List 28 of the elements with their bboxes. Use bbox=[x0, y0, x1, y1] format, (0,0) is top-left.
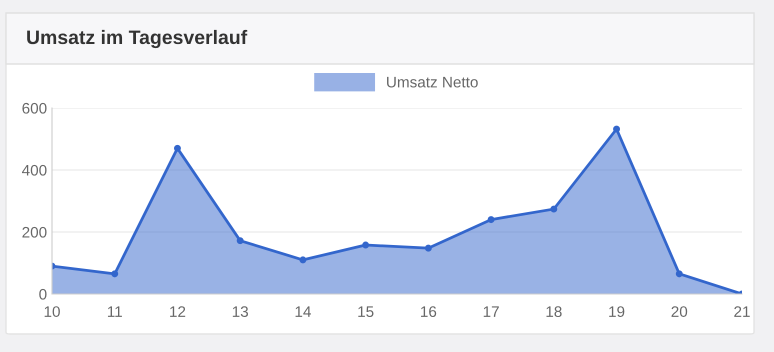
point bbox=[236, 237, 244, 244]
x-tick-label: 19 bbox=[609, 306, 624, 318]
x-tick-label: 20 bbox=[672, 306, 688, 318]
x-tick-label: 10 bbox=[44, 306, 60, 318]
legend-label: Umsatz Netto bbox=[387, 76, 478, 88]
x-tick-label: 13 bbox=[232, 306, 248, 318]
point bbox=[613, 126, 620, 133]
x-tick-label: 18 bbox=[546, 306, 562, 318]
chart-title: Umsatz im Tagesverlauf bbox=[27, 30, 248, 48]
x-tick-label: 21 bbox=[734, 306, 750, 317]
point bbox=[550, 206, 558, 213]
x-tick-label: 16 bbox=[421, 306, 436, 318]
x-tick-label: 11 bbox=[108, 306, 122, 317]
point bbox=[488, 216, 495, 224]
point bbox=[676, 270, 683, 278]
point bbox=[174, 144, 181, 152]
x-tick-label: 15 bbox=[358, 306, 374, 318]
y-tick-label: 400 bbox=[22, 164, 47, 176]
y-tick-label: 200 bbox=[22, 226, 47, 238]
point bbox=[424, 244, 432, 252]
point bbox=[362, 242, 370, 248]
x-tick-label: 14 bbox=[296, 306, 311, 317]
y-tick-label: 600 bbox=[22, 102, 47, 114]
x-tick-label: 12 bbox=[170, 306, 186, 317]
point bbox=[111, 270, 118, 278]
y-tick-label: 0 bbox=[39, 288, 47, 300]
x-tick-label: 17 bbox=[484, 306, 499, 317]
point bbox=[299, 256, 306, 264]
